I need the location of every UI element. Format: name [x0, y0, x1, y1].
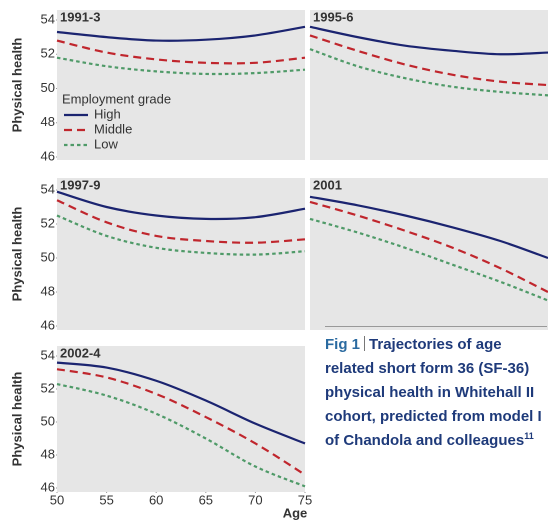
caption-box: Fig 1 Trajectories of age related short f…: [325, 326, 547, 453]
series-line: [56, 368, 306, 476]
series-line: [56, 25, 306, 42]
y-tick-label: 46: [41, 479, 55, 494]
y-tick-label: 52: [41, 46, 55, 61]
panel-background: [57, 178, 305, 330]
series-line: [56, 190, 306, 221]
panel-title: 1997-9: [60, 177, 100, 192]
y-tick-label: 50: [41, 249, 55, 264]
y-tick-label: 50: [41, 80, 55, 95]
y-tick-label: 46: [41, 317, 55, 332]
legend-label: High: [94, 106, 121, 121]
series-line: [309, 25, 548, 56]
separator: [364, 336, 366, 351]
legend-label: Middle: [94, 121, 132, 136]
y-tick-label: 54: [41, 11, 55, 26]
series-line: [56, 361, 306, 445]
series-line: [56, 199, 306, 244]
series-line: [309, 217, 548, 302]
figure-label: Fig 1: [325, 336, 361, 353]
y-tick-label: 48: [41, 446, 55, 461]
series-line: [56, 56, 306, 76]
panel-title: 1995-6: [313, 9, 353, 24]
series-line: [309, 34, 548, 87]
panel-background: [310, 178, 548, 330]
x-tick-label: 65: [199, 492, 213, 507]
y-tick-label: 46: [41, 148, 55, 163]
y-tick-label: 52: [41, 380, 55, 395]
y-tick-label: 54: [41, 181, 55, 196]
series-line: [309, 195, 548, 260]
panel-background: [57, 346, 305, 492]
panel-background: [310, 10, 548, 160]
y-tick-label: 50: [41, 413, 55, 428]
panel-title: 2002-4: [60, 345, 101, 360]
legend-label: Low: [94, 136, 118, 151]
series-line: [56, 39, 306, 65]
x-axis-label: Age: [283, 505, 308, 520]
y-tick-label: 52: [41, 215, 55, 230]
series-line: [309, 48, 548, 97]
y-axis-label: Physical health: [9, 38, 24, 133]
x-tick-label: 50: [50, 492, 64, 507]
x-tick-label: 60: [149, 492, 163, 507]
y-tick-label: 48: [41, 283, 55, 298]
y-axis-label: Physical health: [9, 207, 24, 302]
x-tick-label: 55: [99, 492, 113, 507]
caption: Trajectories of age related short form 3…: [325, 336, 542, 449]
panel-title: 2001: [313, 177, 342, 192]
x-tick-label: 75: [298, 492, 312, 507]
reference: 11: [524, 431, 534, 441]
y-tick-label: 48: [41, 114, 55, 129]
series-line: [56, 214, 306, 256]
series-line: [56, 382, 306, 488]
legend-title: Employment grade: [62, 91, 171, 106]
series-line: [309, 200, 548, 293]
y-axis-label: Physical health: [9, 372, 24, 467]
y-tick-label: 54: [41, 347, 55, 362]
x-tick-label: 70: [248, 492, 262, 507]
panel-title: 1991-3: [60, 9, 100, 24]
